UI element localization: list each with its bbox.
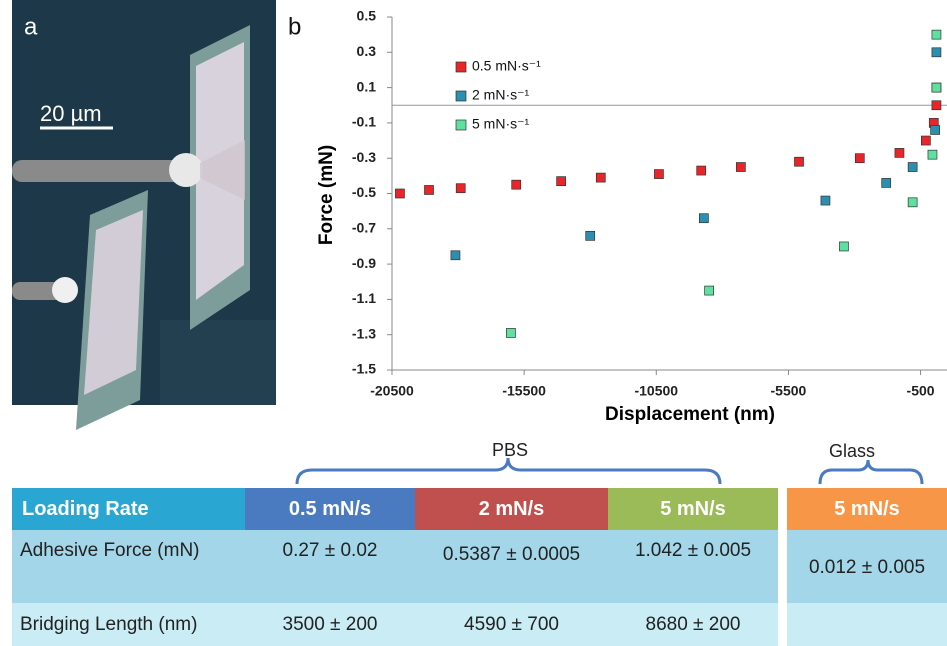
y-tick-label: -1.5 (352, 361, 376, 377)
cell: 0.27 ± 0.02 (282, 540, 378, 561)
header-cell: 2 mN/s (415, 488, 608, 530)
data-point (931, 82, 942, 93)
figure: a 20 µm b Displacement (nm) Force (mN) P… (12, 0, 947, 485)
x-tick-label: -5500 (771, 383, 807, 399)
data-point (820, 195, 831, 206)
data-point (839, 241, 849, 252)
y-tick-label: -0.9 (352, 255, 376, 271)
legend-swatch (455, 90, 467, 102)
panel-label: b (288, 13, 301, 40)
cell: 8680 ± 200 (645, 613, 741, 635)
data-point (556, 176, 566, 186)
header-cell: 5 mN/s (608, 488, 778, 530)
data-point (696, 165, 707, 176)
header-cell: Loading Rate (12, 488, 245, 530)
legend-swatch (455, 61, 467, 73)
cell: 0.5387 ± 0.0005 (442, 544, 581, 565)
row-label: Bridging Length (nm) (20, 613, 198, 635)
data-point (704, 285, 714, 296)
x-tick-label: -20500 (370, 383, 414, 399)
y-axis-title: Force (mN) (316, 145, 337, 245)
group-label: Glass (829, 441, 875, 461)
legend-label: 2 mN·s⁻¹ (472, 87, 530, 103)
data-point (654, 169, 664, 179)
data-point (595, 172, 606, 183)
data-point (395, 188, 405, 199)
data-point (931, 29, 942, 40)
group-braces: PBS Glass (295, 440, 924, 485)
cell: 4590 ± 700 (464, 613, 559, 635)
results-table: Loading Rate 0.5 mN/s 2 mN/s 5 mN/s 5 mN… (12, 488, 947, 646)
x-tick-label: -10500 (634, 383, 678, 399)
data-point (894, 148, 905, 158)
data-point (450, 250, 461, 261)
data-point (511, 179, 522, 190)
legend-label: 0.5 mN·s⁻¹ (472, 58, 541, 74)
scale-bar-label: 20 µm (40, 101, 102, 126)
data-point (907, 197, 918, 208)
data-point (881, 178, 892, 188)
x-tick-label: -500 (907, 383, 935, 399)
data-point (506, 328, 516, 338)
data-point (930, 125, 940, 135)
y-tick-label: -1.1 (352, 290, 376, 306)
x-tick-label: -15500 (502, 383, 546, 399)
data-point (585, 231, 596, 241)
y-tick-label: 0.5 (357, 8, 377, 24)
cell: 1.042 ± 0.005 (634, 540, 752, 561)
header-cell: 0.5 mN/s (245, 488, 415, 530)
y-tick-label: -0.7 (352, 220, 376, 236)
data-point (927, 149, 938, 160)
legend-swatch (455, 119, 467, 131)
y-tick-label: 0.3 (357, 43, 377, 59)
panel-a-image: a 20 µm (12, 0, 276, 430)
data-point (736, 162, 746, 172)
data-point (699, 213, 709, 224)
group-label: PBS (492, 440, 528, 460)
panel-label: a (24, 13, 38, 40)
data-point (931, 47, 942, 58)
gap (778, 530, 787, 646)
y-tick-label: -0.1 (352, 114, 376, 130)
data-point (424, 185, 434, 195)
data-point (907, 162, 918, 172)
data-point (794, 156, 804, 167)
y-tick-label: -0.5 (352, 184, 376, 200)
data-point (455, 183, 466, 194)
data-point (921, 135, 931, 146)
header-cell: 5 mN/s (787, 488, 947, 530)
y-tick-label: -1.3 (352, 325, 376, 341)
data-point (931, 100, 942, 111)
y-tick-label: 0.1 (357, 78, 377, 94)
cell: 0.012 ± 0.005 (787, 530, 947, 646)
row-label: Adhesive Force (mN) (20, 540, 200, 561)
cell: 3500 ± 200 (282, 613, 378, 635)
gap (778, 488, 787, 530)
legend-label: 5 mN·s⁻¹ (472, 116, 530, 132)
data-point (854, 153, 865, 164)
y-tick-label: -0.3 (352, 149, 376, 165)
x-axis-title: Displacement (nm) (605, 404, 775, 425)
